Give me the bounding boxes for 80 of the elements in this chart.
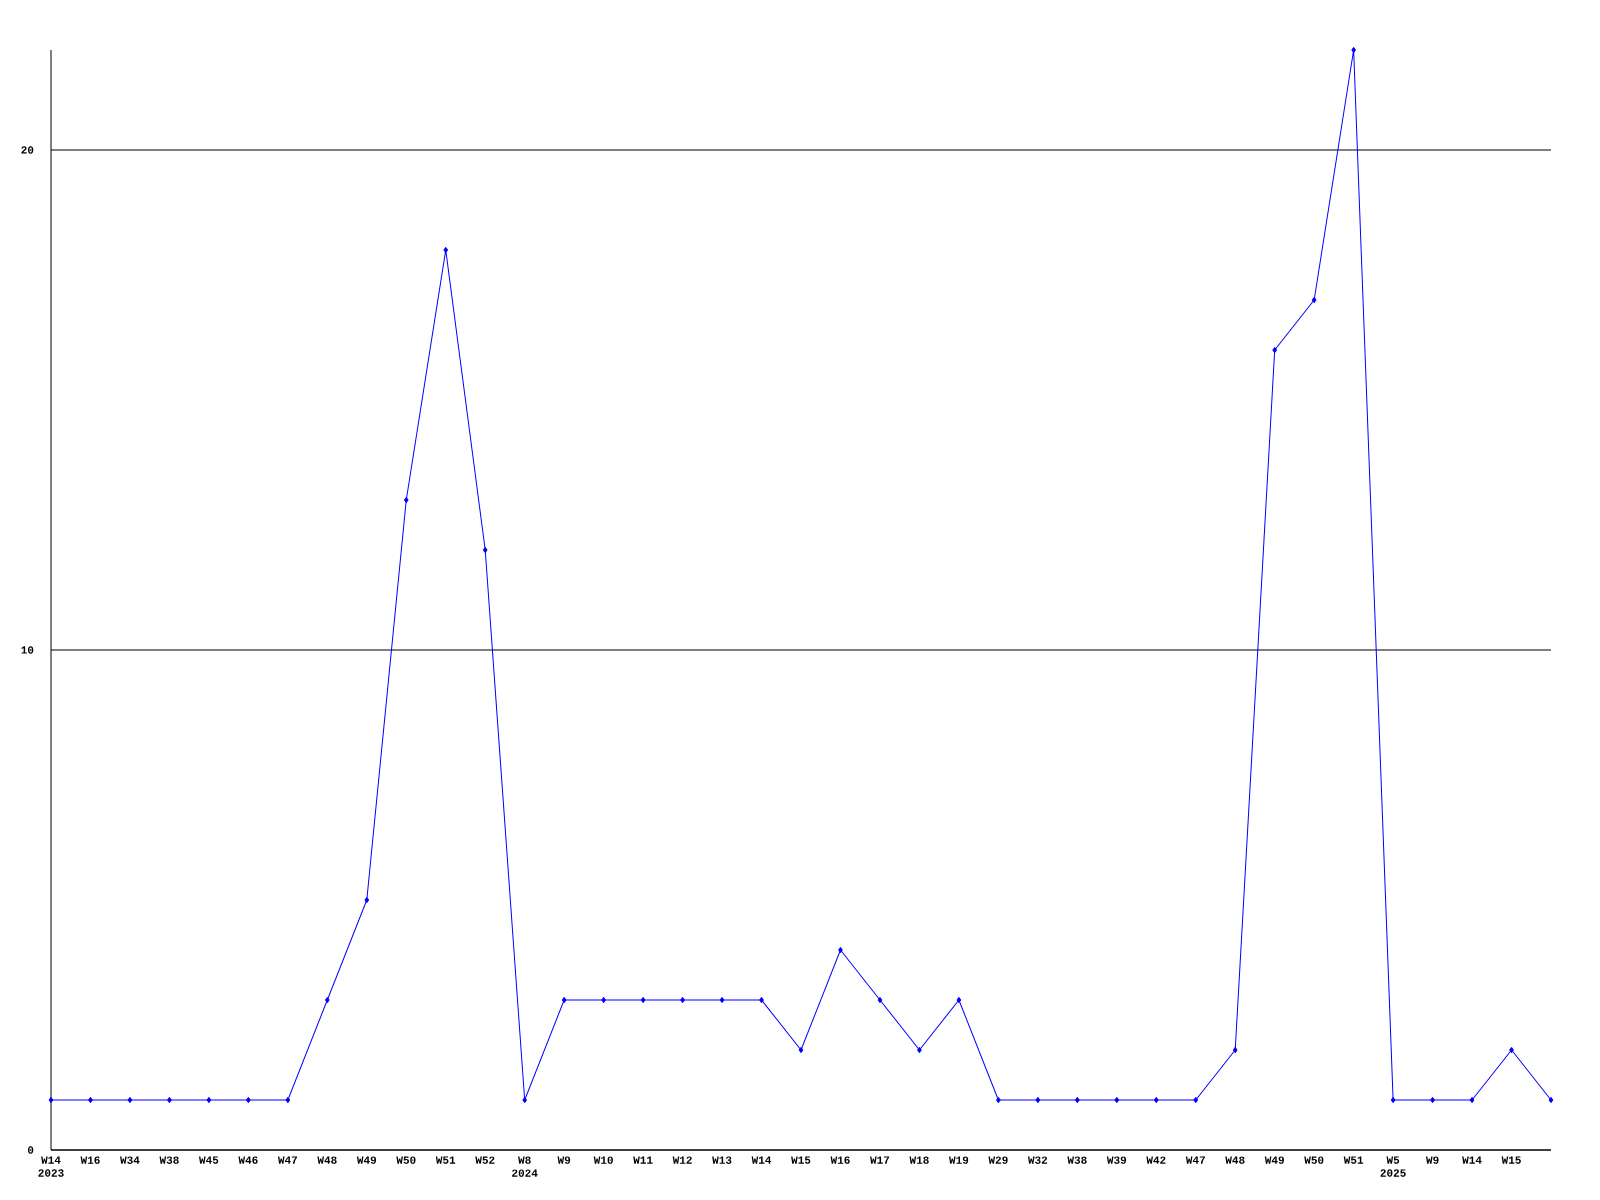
point — [325, 997, 330, 1003]
x-tick-label: W10 — [593, 1156, 613, 1164]
point — [680, 997, 685, 1003]
x-tick-label: W16 — [80, 1156, 100, 1164]
y-tick-label: 0 — [27, 1146, 34, 1154]
point — [88, 1097, 93, 1103]
x-tick-label: W16 — [830, 1156, 850, 1164]
x-tick-label: W38 — [159, 1156, 179, 1164]
x-tick-label: W9 — [1425, 1156, 1439, 1164]
x-tick-label: W50 — [396, 1156, 416, 1164]
x-tick-label: W51 — [435, 1156, 456, 1164]
point — [1311, 297, 1317, 303]
x-tick-label: W47 — [1185, 1156, 1205, 1164]
x-tick-label: W39 — [1106, 1156, 1127, 1164]
x-tick-label: W19 — [949, 1156, 969, 1164]
x-tick-label: W14 — [1462, 1156, 1482, 1164]
x-tick-label: W51 — [1343, 1156, 1364, 1164]
point — [759, 997, 764, 1003]
point — [1114, 1097, 1120, 1103]
x-tick-label: W32 — [1027, 1156, 1048, 1164]
point — [246, 1097, 251, 1103]
point — [719, 997, 725, 1003]
x-tick-label: W34 — [120, 1156, 140, 1164]
x-tick-label: W29 — [988, 1156, 1008, 1164]
point — [206, 1097, 212, 1103]
point — [1351, 47, 1356, 53]
point — [1272, 347, 1277, 353]
x-tick-label: W15 — [791, 1156, 811, 1164]
point — [561, 997, 567, 1003]
point — [522, 1097, 527, 1103]
point — [1469, 1097, 1475, 1103]
x-tick-label: W5 2025 — [1380, 1156, 1406, 1177]
point — [482, 547, 488, 553]
point — [640, 997, 646, 1003]
point — [1390, 1097, 1396, 1103]
point — [877, 997, 883, 1003]
x-tick-label: W15 — [1501, 1156, 1521, 1164]
x-tick-label: W14 — [751, 1156, 772, 1164]
x-tick-label: W12 — [672, 1156, 692, 1164]
x-tick-label: W48 — [1225, 1156, 1245, 1164]
y-tick-label: 10 — [21, 646, 34, 654]
point — [364, 897, 370, 903]
x-tick-label: W45 — [199, 1156, 219, 1164]
point — [127, 1097, 133, 1103]
x-tick-label: W47 — [277, 1156, 298, 1164]
point — [917, 1047, 922, 1053]
x-tick-label: W14 2023 — [38, 1156, 64, 1177]
x-tick-label: W50 — [1304, 1156, 1324, 1164]
point — [1430, 1097, 1435, 1103]
x-tick-label: W17 — [870, 1156, 890, 1164]
point — [798, 1047, 804, 1053]
x-tick-label: W49 — [356, 1156, 377, 1164]
x-tick-label: W42 — [1146, 1156, 1166, 1164]
point — [838, 947, 843, 953]
point — [403, 497, 409, 503]
x-tick-label: W8 2024 — [512, 1156, 538, 1177]
point — [1232, 1047, 1238, 1053]
point — [1075, 1097, 1080, 1103]
x-tick-label: W11 — [633, 1156, 653, 1164]
x-tick-label: W38 — [1067, 1156, 1087, 1164]
point — [956, 997, 962, 1003]
x-tick-label: W18 — [909, 1156, 929, 1164]
x-tick-label: W52 — [475, 1156, 495, 1164]
point — [1035, 1097, 1041, 1103]
x-tick-label: W49 — [1264, 1156, 1284, 1164]
point — [601, 997, 606, 1003]
point — [1153, 1097, 1159, 1103]
x-tick-label: W9 — [557, 1156, 571, 1164]
x-tick-label: W48 — [317, 1156, 337, 1164]
point — [1548, 1097, 1554, 1103]
point — [285, 1097, 291, 1103]
point — [1509, 1047, 1514, 1053]
point — [48, 1097, 54, 1103]
point — [167, 1097, 172, 1103]
point — [443, 247, 449, 253]
point — [1193, 1097, 1199, 1103]
x-tick-label: W13 — [712, 1156, 732, 1164]
x-tick-label: W46 — [238, 1156, 258, 1164]
y-tick-label: 20 — [21, 146, 34, 154]
point — [996, 1097, 1001, 1103]
